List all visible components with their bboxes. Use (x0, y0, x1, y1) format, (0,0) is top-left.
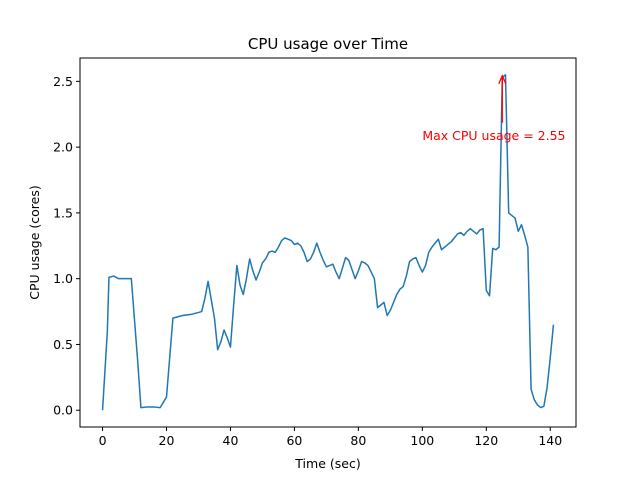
annotation-label: Max CPU usage = 2.55 (422, 128, 565, 143)
x-tick-label: 120 (474, 433, 498, 448)
y-tick-label: 0.5 (53, 337, 73, 352)
x-tick-label: 140 (538, 433, 562, 448)
y-tick-label: 2.5 (53, 74, 73, 89)
y-axis-label: CPU usage (cores) (27, 185, 42, 299)
chart-title: CPU usage over Time (248, 35, 408, 53)
plot-frame (79, 57, 577, 428)
x-tick-label: 20 (159, 433, 175, 448)
y-tick-label: 2.0 (53, 140, 73, 155)
x-tick-label: 0 (99, 433, 107, 448)
x-tick-label: 100 (410, 433, 434, 448)
x-tick-label: 80 (350, 433, 366, 448)
y-tick-label: 1.5 (53, 205, 73, 220)
annotation-arrowhead (498, 74, 507, 85)
series-line-cpu-usage (101, 74, 555, 411)
x-tick-label: 40 (223, 433, 239, 448)
x-tick-label: 60 (286, 433, 302, 448)
y-tick-label: 1.0 (53, 271, 73, 286)
y-tick-label: 0.0 (53, 403, 73, 418)
x-axis-label: Time (sec) (294, 456, 360, 471)
